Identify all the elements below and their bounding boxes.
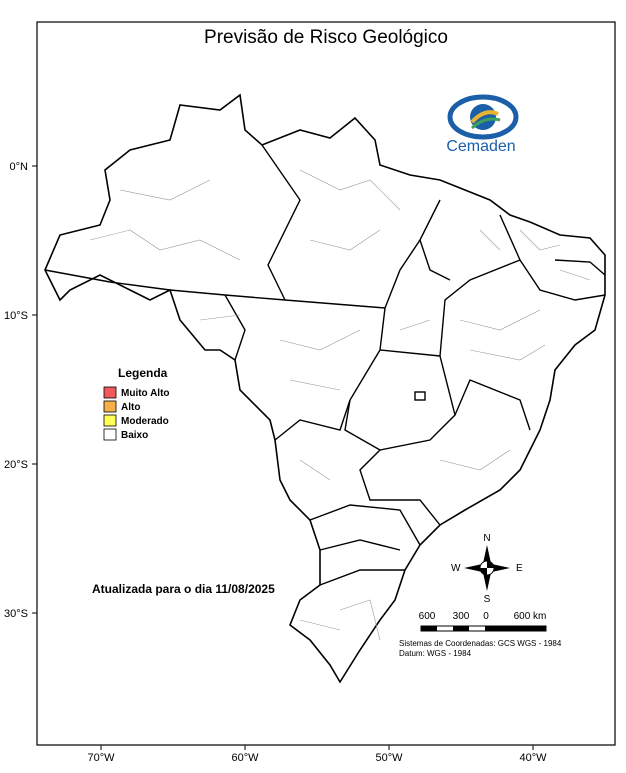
compass-e: E <box>516 563 523 574</box>
y-tick-label: 30°S <box>4 608 28 620</box>
logo-text: Cemaden <box>446 138 515 155</box>
scale-label: 0 <box>483 611 489 622</box>
updated-text: Atualizada para o dia 11/08/2025 <box>92 582 275 596</box>
logo: Cemaden <box>446 94 519 155</box>
y-tick-label: 20°S <box>4 459 28 471</box>
legend-swatch <box>103 386 117 399</box>
compass: N S E W <box>451 533 523 605</box>
compass-n: N <box>483 533 490 544</box>
scale-bar: 600 300 0 600 km <box>419 611 547 632</box>
map-title: Previsão de Risco Geológico <box>204 27 448 48</box>
legend-label: Moderado <box>121 416 169 427</box>
state-borders <box>44 144 606 586</box>
legend-title: Legenda <box>118 366 168 380</box>
y-tick-label: 10°S <box>4 310 28 322</box>
legend-label: Muito Alto <box>121 388 170 399</box>
x-tick-label: 60°W <box>231 752 259 764</box>
legend-label: Baixo <box>121 430 148 441</box>
y-tick-label: 0°N <box>10 161 29 173</box>
scale-label: 600 km <box>514 611 547 622</box>
compass-w: W <box>451 563 461 574</box>
municipal-borders <box>89 169 591 641</box>
x-tick-label: 50°W <box>375 752 403 764</box>
legend-label: Alto <box>121 402 140 413</box>
x-tick-label: 70°W <box>87 752 115 764</box>
datum-text: Datum: WGS - 1984 <box>399 649 472 658</box>
scale-label: 300 <box>453 611 470 622</box>
brazil-outline <box>44 93 606 684</box>
legend-swatch <box>103 428 117 441</box>
legend: Legenda Muito Alto Alto Moderado Baixo <box>103 366 170 441</box>
x-tick-label: 40°W <box>519 752 547 764</box>
crs-text: Sistemas de Coordenadas: GCS WGS - 1984 <box>399 639 562 648</box>
legend-swatch <box>103 414 117 427</box>
legend-swatch <box>103 400 117 413</box>
compass-s: S <box>484 594 491 605</box>
scale-label: 600 <box>419 611 436 622</box>
